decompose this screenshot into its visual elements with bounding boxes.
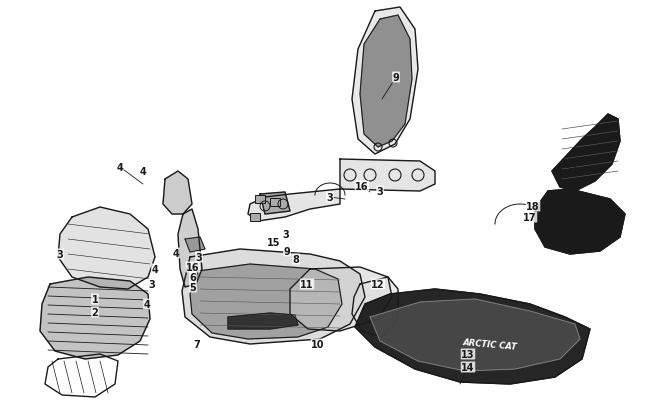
Text: 11: 11 (300, 279, 314, 289)
Text: 4: 4 (151, 264, 159, 274)
Text: 2: 2 (92, 307, 98, 317)
Polygon shape (58, 207, 155, 289)
Polygon shape (185, 237, 205, 252)
Polygon shape (190, 264, 342, 339)
Bar (270, 198, 280, 207)
Text: 3: 3 (376, 187, 384, 196)
Bar (250, 213, 260, 222)
Text: 16: 16 (356, 181, 369, 192)
Polygon shape (552, 115, 620, 192)
Polygon shape (40, 277, 150, 359)
Text: 1: 1 (92, 294, 98, 304)
Text: 15: 15 (267, 237, 281, 247)
Text: 16: 16 (187, 262, 200, 272)
Polygon shape (228, 313, 298, 329)
Bar (255, 196, 265, 203)
Text: 12: 12 (371, 279, 385, 289)
Text: 18: 18 (526, 202, 539, 211)
Text: 17: 17 (523, 213, 537, 222)
Text: 4: 4 (116, 162, 124, 173)
Text: 10: 10 (311, 339, 325, 349)
Polygon shape (290, 267, 392, 331)
Polygon shape (535, 190, 625, 254)
Polygon shape (352, 8, 418, 155)
Text: 7: 7 (194, 339, 200, 349)
Text: 4: 4 (140, 166, 146, 177)
Text: 6: 6 (190, 272, 196, 282)
Text: 13: 13 (462, 349, 474, 359)
Text: 4: 4 (144, 299, 150, 309)
Text: 9: 9 (283, 246, 291, 256)
Text: 8: 8 (292, 254, 300, 264)
Polygon shape (178, 209, 202, 287)
Text: 14: 14 (462, 362, 474, 372)
Polygon shape (182, 249, 365, 344)
Text: 3: 3 (283, 230, 289, 239)
Polygon shape (163, 172, 192, 215)
Polygon shape (360, 16, 412, 148)
Text: 9: 9 (393, 73, 399, 83)
Text: 3: 3 (149, 279, 155, 289)
Polygon shape (355, 289, 590, 384)
Text: 3: 3 (57, 249, 64, 259)
Text: ARCTIC CAT: ARCTIC CAT (462, 337, 517, 351)
Text: 5: 5 (190, 282, 196, 292)
Polygon shape (370, 299, 580, 371)
Text: 3: 3 (196, 252, 202, 262)
Text: 4: 4 (173, 248, 179, 258)
Polygon shape (260, 192, 290, 215)
Polygon shape (248, 160, 435, 222)
Polygon shape (352, 277, 398, 337)
Text: 3: 3 (326, 192, 333, 202)
